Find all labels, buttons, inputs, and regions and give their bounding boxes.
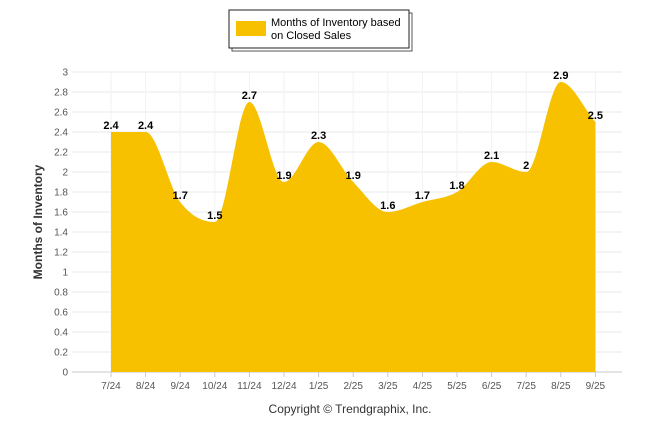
- y-tick-label: 1.8: [54, 188, 68, 199]
- y-tick-label: 0: [62, 368, 68, 379]
- y-tick-label: 1.6: [54, 208, 68, 219]
- y-tick-label: 2.6: [54, 108, 68, 119]
- x-tick-label: 9/24: [170, 381, 190, 392]
- y-axis-label: Months of Inventory: [31, 164, 45, 279]
- data-label: 2.3: [311, 130, 326, 142]
- y-tick-label: 2: [62, 168, 68, 179]
- x-tick-label: 10/24: [202, 381, 227, 392]
- copyright-text: Copyright © Trendgraphix, Inc.: [269, 402, 432, 416]
- y-tick-label: 0.4: [54, 328, 68, 339]
- y-axis-ticks: 0 0.2 0.4 0.6 0.8 1 1.2 1.4 1.6 1.8 2 2.2 2.4 2.6 2.8 3: [54, 68, 68, 379]
- data-label: 1.8: [449, 180, 464, 192]
- y-tick-label: 3: [62, 68, 68, 79]
- x-tick-label: 9/25: [586, 381, 606, 392]
- y-tick-label: 1: [62, 268, 68, 279]
- data-label: 1.9: [276, 170, 291, 182]
- x-tick-label: 8/24: [136, 381, 156, 392]
- data-label: 2: [523, 160, 529, 172]
- x-tick-label: 4/25: [413, 381, 433, 392]
- y-tick-label: 0.8: [54, 288, 68, 299]
- data-label: 2.1: [484, 150, 499, 162]
- y-tick-label: 1.4: [54, 228, 68, 239]
- x-tick-label: 5/25: [447, 381, 467, 392]
- data-label: 2.4: [103, 120, 119, 132]
- y-tick-label: 2.2: [54, 148, 68, 159]
- y-tick-label: 0.6: [54, 308, 68, 319]
- y-tick-label: 1.2: [54, 248, 68, 259]
- data-label: 1.6: [380, 200, 395, 212]
- x-tick-label: 8/25: [551, 381, 571, 392]
- legend-label-line1: Months of Inventory based: [271, 17, 401, 29]
- data-label: 2.5: [588, 110, 603, 122]
- data-label: 2.7: [242, 90, 257, 102]
- x-tick-label: 3/25: [378, 381, 398, 392]
- legend-swatch: [236, 21, 266, 36]
- x-axis-ticks: 7/24 8/24 9/24 10/24 11/24 12/24 1/25 2/25 3/25 4…: [101, 372, 606, 392]
- series-area: [111, 82, 596, 372]
- x-tick-label: 11/24: [237, 381, 262, 392]
- y-tick-label: 2.8: [54, 88, 68, 99]
- x-tick-label: 7/24: [101, 381, 121, 392]
- legend: Months of Inventory based on Closed Sale…: [228, 9, 413, 52]
- area-layer: [111, 82, 596, 372]
- data-label: 1.5: [207, 210, 222, 222]
- x-tick-label: 7/25: [516, 381, 536, 392]
- data-label: 1.9: [346, 170, 361, 182]
- x-tick-label: 2/25: [343, 381, 363, 392]
- data-label: 2.4: [138, 120, 154, 132]
- y-tick-label: 0.2: [54, 348, 68, 359]
- data-label: 1.7: [173, 190, 188, 202]
- data-label: 2.9: [553, 70, 568, 82]
- y-tick-label: 2.4: [54, 128, 68, 139]
- data-label: 1.7: [415, 190, 430, 202]
- x-tick-label: 6/25: [482, 381, 502, 392]
- data-labels: 2.4 2.4 1.7 1.5 2.7 1.9 2.3 1.9 1.6 1.7 1.8 2.1 2 2.9…: [103, 70, 603, 222]
- x-tick-label: 12/24: [271, 381, 296, 392]
- legend-label-line2: on Closed Sales: [271, 30, 352, 42]
- x-tick-label: 1/25: [309, 381, 329, 392]
